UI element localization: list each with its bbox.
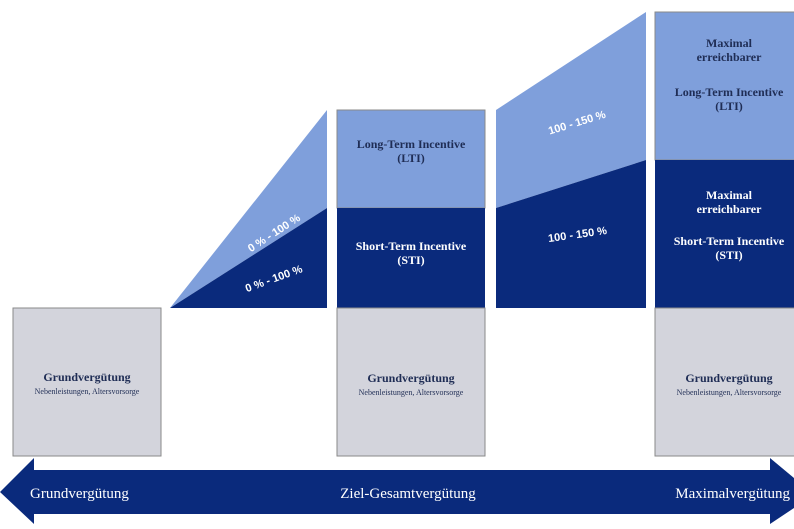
col3-sti-line1: Maximal <box>706 188 753 202</box>
arrow-center-label: Ziel-Gesamtvergütung <box>340 486 476 502</box>
col2-base-title: Grundvergütung <box>367 371 454 385</box>
col3-base-subtitle: Nebenleistungen, Altersvorsorge <box>677 388 782 397</box>
col3-sti-box <box>655 160 794 308</box>
col3-base-title: Grundvergütung <box>685 371 772 385</box>
col3-lti-line4: (LTI) <box>715 99 743 113</box>
col3-sti-line3: Short-Term Incentive <box>674 234 785 248</box>
arrow-right-label: Maximalvergütung <box>675 486 790 502</box>
col1-base-title: Grundvergütung <box>43 370 130 384</box>
col2-sti-box <box>337 208 485 308</box>
col2-sti-line1: Short-Term Incentive <box>356 239 467 253</box>
col1-base-box <box>12 307 162 457</box>
col2-base-subtitle: Nebenleistungen, Altersvorsorge <box>359 388 464 397</box>
col3-sti-line2: erreichbarer <box>697 202 763 216</box>
scale-arrow <box>0 458 794 524</box>
col2-sti-line2: (STI) <box>397 253 424 267</box>
wedge1-lti-area <box>170 110 327 308</box>
col1-base-subtitle: Nebenleistungen, Altersvorsorge <box>35 387 140 396</box>
col3-lti-line1: Maximal <box>706 36 753 50</box>
wedge2-sti-area <box>496 160 646 308</box>
wedge1-sti-area <box>170 208 327 308</box>
col3-sti-line4: (STI) <box>715 248 742 262</box>
col2-lti-line2: (LTI) <box>397 151 425 165</box>
col2-lti-line1: Long-Term Incentive <box>357 137 466 151</box>
wedge2-lti-area <box>496 12 646 208</box>
col3-lti-line2: erreichbarer <box>697 50 763 64</box>
col3-lti-box <box>654 11 794 161</box>
col3-base-box <box>654 307 794 457</box>
col2-base-box <box>336 307 486 457</box>
col3-lti-line3: Long-Term Incentive <box>675 85 784 99</box>
col2-lti-box <box>336 109 486 209</box>
arrow-left-label: Grundvergütung <box>30 486 129 502</box>
